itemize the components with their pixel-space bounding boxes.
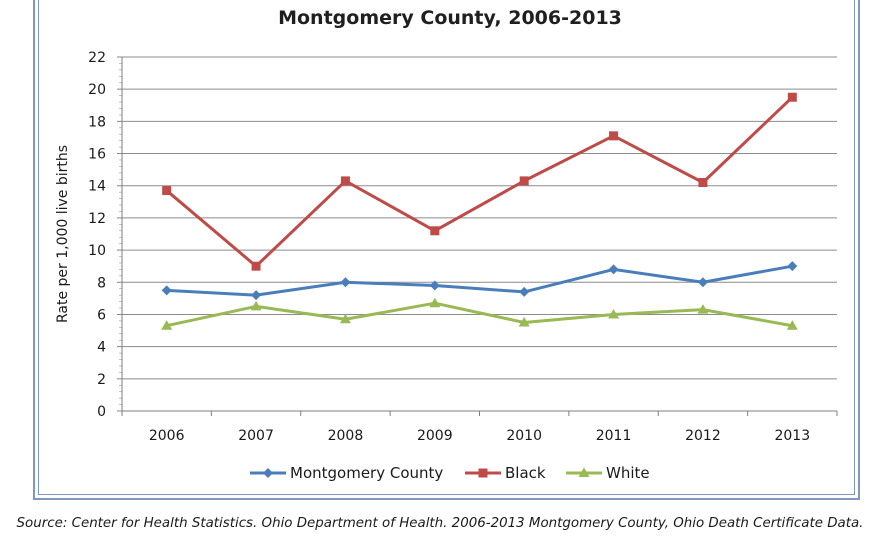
- x-tick-label: 2007: [238, 428, 274, 444]
- data-point-white: [608, 308, 620, 319]
- data-point-montgomery-county: [608, 264, 619, 275]
- legend-item-white: White: [566, 464, 650, 482]
- series-line-black: [165, 96, 794, 268]
- x-tick-label: 2008: [328, 428, 364, 444]
- y-tick-label: 22: [88, 50, 106, 66]
- x-tick-label: 2012: [685, 428, 721, 444]
- data-point-montgomery-county: [697, 277, 708, 288]
- y-tick-label: 4: [97, 340, 106, 356]
- series-montgomery-county: [161, 261, 798, 301]
- y-tick-labels: 0 2 4 6 8 10 12 14 16 18 20 22: [88, 50, 106, 420]
- x-tick-label: 2011: [596, 428, 632, 444]
- data-point-black: [430, 226, 440, 236]
- x-tick-label: 2010: [506, 428, 542, 444]
- line-chart: Infant Mortality Rates by Race,Montgomer…: [55, 7, 838, 482]
- x-tick-label: 2006: [149, 428, 185, 444]
- x-tick-labels: 2006 2007 2008 2009 2010 2011 2012 2013: [149, 428, 810, 444]
- data-point-montgomery-county: [787, 261, 798, 272]
- legend-marker: [478, 468, 488, 478]
- data-point-white: [250, 300, 262, 311]
- data-point-white: [161, 320, 173, 330]
- y-tick-label: 20: [88, 82, 106, 98]
- data-point-white: [697, 304, 709, 314]
- legend-label: White: [606, 464, 650, 482]
- series-line-white: [166, 301, 793, 328]
- data-point-black: [519, 176, 529, 186]
- y-tick-label: 14: [88, 179, 106, 195]
- y-tick-label: 0: [97, 404, 106, 420]
- y-tick-label: 12: [88, 211, 106, 227]
- series: [161, 92, 798, 330]
- y-tick-label: 18: [88, 114, 106, 130]
- data-point-black: [787, 92, 797, 102]
- legend-label: Montgomery County: [290, 464, 443, 482]
- data-point-black: [340, 176, 350, 186]
- data-point-black: [162, 186, 172, 196]
- legend-item-montgomery-county: Montgomery County: [250, 464, 443, 482]
- series-line-montgomery-county: [166, 264, 793, 297]
- x-tick-label: 2013: [774, 428, 810, 444]
- data-point-montgomery-county: [161, 285, 172, 296]
- series-black: [162, 92, 797, 271]
- legend-label: Black: [505, 464, 546, 482]
- axes: [121, 57, 838, 416]
- y-tick-label: 10: [88, 243, 106, 259]
- data-point-white: [518, 317, 530, 327]
- data-point-montgomery-county: [340, 277, 351, 288]
- y-tick-label: 16: [88, 147, 106, 163]
- chart-title-line-2: Montgomery County, 2006-2013: [278, 7, 622, 29]
- data-point-montgomery-county: [251, 290, 262, 301]
- data-point-black: [698, 178, 708, 188]
- data-point-black: [251, 261, 261, 271]
- chart-title: Infant Mortality Rates by Race,Montgomer…: [278, 7, 622, 29]
- gridlines: [117, 56, 837, 412]
- data-point-white: [786, 320, 798, 330]
- source-note: Source: Center for Health Statistics. Oh…: [16, 516, 864, 531]
- legend: Montgomery County Black White: [250, 464, 650, 482]
- y-tick-label: 2: [97, 372, 106, 388]
- y-axis-title: Rate per 1,000 live births: [55, 145, 71, 323]
- data-point-montgomery-county: [519, 286, 530, 297]
- x-tick-label: 2009: [417, 428, 453, 444]
- legend-marker: [263, 468, 273, 478]
- chart-frame-outer: [33, 0, 860, 500]
- y-tick-label: 8: [97, 275, 106, 291]
- legend-item-black: Black: [465, 464, 546, 482]
- data-point-black: [609, 131, 619, 141]
- data-point-montgomery-county: [429, 280, 440, 291]
- y-axis-title-group: Rate per 1,000 live births: [55, 145, 71, 323]
- legend-marker: [578, 467, 590, 477]
- chart-frame-inner: [38, 0, 855, 495]
- data-point-white: [429, 297, 441, 308]
- data-point-white: [339, 313, 351, 324]
- y-tick-label: 6: [97, 307, 106, 323]
- series-white: [161, 297, 798, 330]
